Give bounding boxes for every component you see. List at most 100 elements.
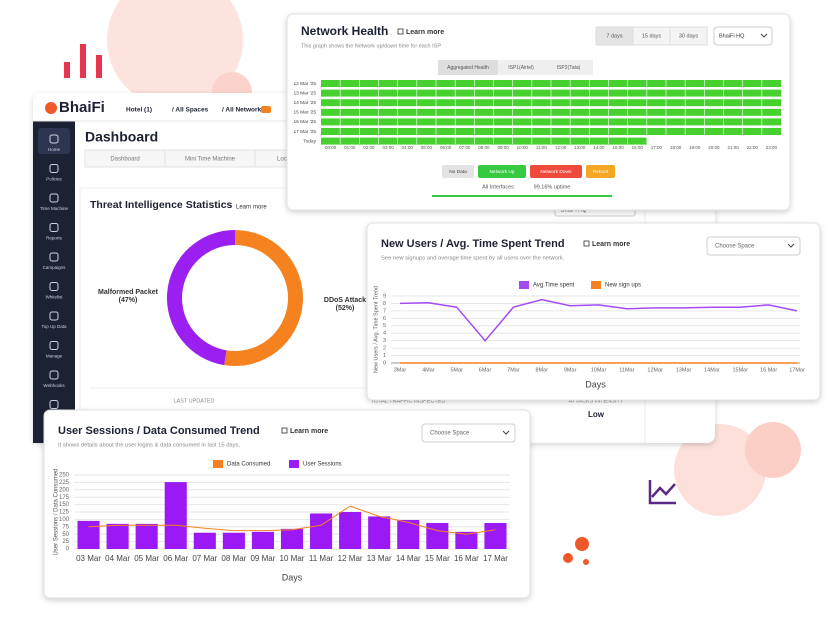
space-select[interactable]	[706, 236, 801, 256]
tab-label: Dashboard	[110, 157, 139, 163]
y-tick-label: 200	[59, 487, 70, 493]
x-axis-label: Days	[282, 572, 303, 582]
hour-label: 13:00	[574, 145, 586, 150]
x-tick-label: 09 Mar	[250, 554, 275, 563]
legend-label: Avg.Time spent	[533, 283, 575, 289]
sidebar-label[interactable]: Webhooks	[43, 383, 65, 388]
learn-more-icon	[397, 28, 404, 35]
y-tick-label: 175	[59, 495, 70, 501]
hour-label: 06:00	[440, 145, 452, 150]
row-label: 16 Mar '25	[293, 119, 316, 125]
chart-subtitle: See new signups and average time spent b…	[381, 256, 565, 262]
y-tick-label: 3	[383, 338, 386, 344]
hour-label: 22:00	[747, 145, 759, 150]
learn-more[interactable]: Learn more	[592, 241, 630, 248]
y-tick-label: 8	[383, 301, 386, 307]
sidebar-icon	[49, 193, 59, 203]
x-tick-label: 16 Mar	[760, 367, 777, 373]
isp-tab[interactable]	[498, 60, 544, 75]
y-tick-label: 250	[59, 473, 70, 479]
bar	[368, 516, 391, 549]
x-tick-label: 6Mar	[479, 367, 492, 373]
x-tick-label: 10 Mar	[280, 554, 305, 563]
legend-label: New sign ups	[605, 283, 641, 289]
bar	[484, 522, 507, 549]
x-axis-label: Days	[585, 379, 606, 389]
sidebar-label[interactable]: Reports	[46, 236, 63, 241]
learn-more[interactable]: Learn more	[290, 428, 328, 435]
sidebar-label[interactable]: Home	[48, 147, 61, 152]
threat-title: Threat Intelligence Statistics	[90, 199, 233, 211]
decor	[64, 0, 801, 565]
status-legend-label: Network Down	[540, 169, 572, 175]
legend-swatch	[289, 460, 299, 468]
x-tick-label: 17Mar	[789, 367, 805, 373]
x-tick-label: 12Mar	[647, 367, 663, 373]
hour-label: 11:00	[536, 145, 547, 150]
pie-slice	[224, 230, 303, 366]
nav-item[interactable]: Hotel (1)	[126, 107, 152, 114]
learn-more[interactable]: Learn more	[406, 29, 444, 36]
nav-item[interactable]: / All Networks	[222, 107, 265, 114]
hour-label: 05:00	[421, 145, 433, 150]
bar	[135, 523, 158, 549]
y-axis-label: New Users / Avg. Time Spent Trend	[373, 286, 379, 373]
learn-more[interactable]: Learn more	[236, 205, 267, 211]
y-tick-label: 9	[383, 293, 386, 299]
hour-label: 21:00	[727, 145, 739, 150]
hour-label: 12:00	[555, 145, 567, 150]
space-select[interactable]	[421, 423, 516, 443]
hour-label: 20:00	[708, 145, 720, 150]
nav-item[interactable]: / All Spaces	[172, 107, 209, 114]
x-tick-label: 13Mar	[676, 367, 692, 373]
space-select-text: BhaiFi HQ	[719, 33, 745, 39]
status-legend	[442, 165, 474, 178]
bar	[280, 528, 304, 549]
y-tick-label: 150	[59, 502, 70, 508]
y-tick-label: 75	[62, 524, 69, 530]
decor-icon	[64, 62, 70, 78]
sidebar-label[interactable]: Manage	[46, 354, 63, 359]
range-button[interactable]	[669, 26, 708, 46]
isp-tab-label: ISP2(Tata)	[557, 65, 581, 71]
hour-label: 14:00	[593, 145, 605, 150]
hour-label: 23:00	[766, 145, 778, 150]
status-legend-label: No Data	[449, 169, 467, 175]
page-title: Dashboard	[85, 129, 158, 145]
row-label: 14 Mar '25	[293, 100, 316, 106]
select-caret	[760, 33, 768, 38]
y-axis-label: User Sessions / Data Consumed	[54, 468, 60, 555]
y-tick-label: 4	[383, 331, 386, 337]
uptime-label: 99.16% uptime	[534, 184, 571, 190]
y-tick-label: 0	[66, 547, 70, 553]
x-tick-label: 9Mar	[564, 367, 577, 373]
sidebar-label[interactable]: Whitelist	[45, 295, 63, 300]
row-label: 13 Mar '25	[293, 90, 316, 96]
x-tick-label: 8Mar	[536, 367, 549, 373]
sidebar-label[interactable]: Policies	[46, 177, 62, 182]
space-select-text: Choose Space	[430, 431, 470, 437]
status-legend-label: Reboot	[593, 169, 609, 175]
space-select[interactable]	[713, 26, 773, 46]
range-label: 7 days	[606, 33, 622, 39]
isp-tab[interactable]	[438, 60, 498, 75]
row-label: 17 Mar '25	[293, 129, 316, 135]
sidebar-label[interactable]: Campaigns	[43, 265, 67, 270]
x-tick-label: 12 Mar	[338, 554, 363, 563]
sidebar-label[interactable]: Time Machine	[40, 206, 69, 211]
sidebar-icon	[49, 134, 59, 144]
hour-label: 17:00	[651, 145, 663, 150]
sidebar-icon	[49, 341, 59, 350]
hour-label: 19:00	[689, 145, 701, 150]
new-users-layer: New Users / Avg. Time Spent Trend Learn m…	[366, 222, 821, 401]
bar	[397, 519, 420, 549]
sidebar-label[interactable]: Top Up Data	[41, 324, 67, 329]
x-tick-label: 08 Mar	[221, 554, 246, 563]
y-tick-label: 0	[383, 360, 386, 366]
bar	[164, 482, 187, 549]
isp-tab[interactable]	[544, 60, 593, 75]
pie-value-label: (52%)	[336, 305, 355, 312]
x-tick-label: 15Mar	[732, 367, 748, 373]
decor-icon	[80, 44, 86, 78]
